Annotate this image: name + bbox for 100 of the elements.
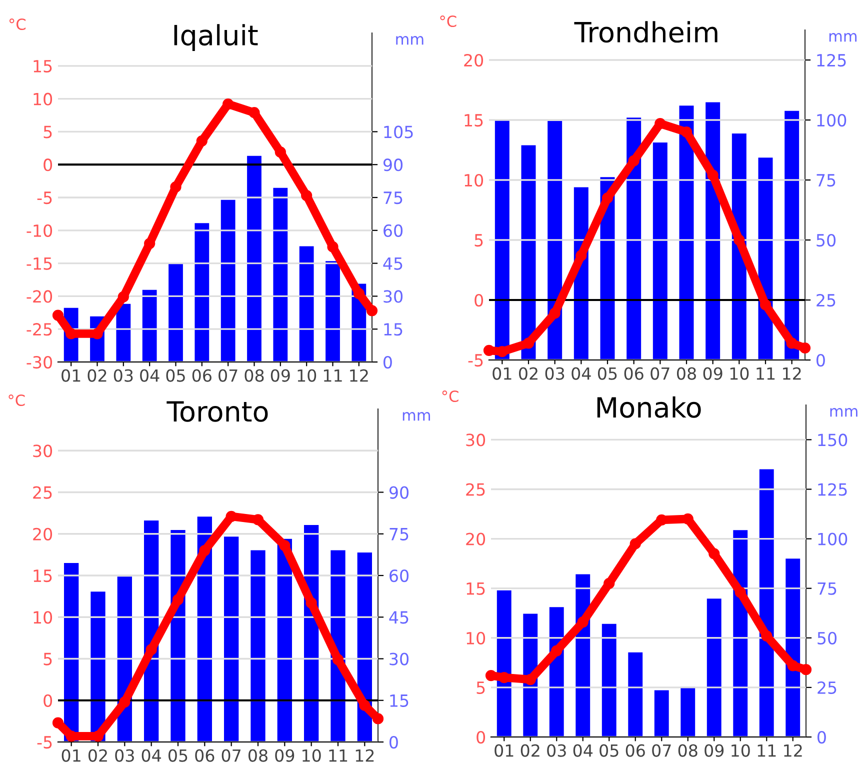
- bar: [197, 516, 212, 742]
- y2-tick-label: 100: [817, 114, 846, 127]
- point: [496, 346, 508, 358]
- x-tick-label: 10: [298, 369, 316, 382]
- point: [485, 670, 497, 682]
- chart-title: Trondheim: [574, 21, 718, 43]
- point: [332, 654, 344, 666]
- x-tick-label: 06: [626, 744, 645, 757]
- y-axis-title: °C: [442, 390, 458, 402]
- point: [551, 645, 562, 656]
- x-tick-label: 02: [88, 369, 106, 382]
- bar: [523, 614, 538, 737]
- y2-tick-label: 15: [384, 323, 402, 336]
- x-tick-label: 12: [350, 369, 368, 382]
- point: [498, 672, 510, 684]
- point: [372, 713, 384, 724]
- y2-tick-label: 30: [390, 652, 409, 666]
- y-tick-label: 10: [464, 174, 484, 187]
- y2-tick-label: 60: [384, 224, 403, 237]
- y2-tick-label: 75: [384, 192, 402, 204]
- y2-tick-label: 0: [818, 730, 826, 744]
- point: [630, 538, 641, 550]
- y-tick-label: 20: [466, 532, 486, 546]
- point: [602, 192, 614, 204]
- point: [800, 664, 812, 676]
- point: [734, 234, 745, 246]
- point: [359, 700, 370, 711]
- point: [761, 630, 772, 642]
- y-axis-title: °C: [8, 394, 25, 406]
- point: [52, 717, 64, 728]
- point: [549, 308, 560, 319]
- y2-tick-label: 90: [383, 158, 403, 172]
- y2-axis-title: mm: [402, 412, 430, 421]
- bar: [784, 110, 800, 360]
- bar: [679, 106, 694, 360]
- y-tick-label: 0: [44, 158, 52, 172]
- point: [576, 250, 587, 262]
- point: [680, 126, 692, 138]
- chart-title: Toronto: [166, 401, 268, 422]
- y2-axis-title: mm: [396, 36, 424, 45]
- bar: [168, 263, 183, 362]
- x-tick-label: 07: [218, 369, 238, 382]
- x-tick-label: 03: [114, 369, 133, 382]
- x-tick-label: 07: [652, 744, 671, 757]
- bar: [116, 304, 131, 362]
- y2-tick-label: 125: [817, 54, 846, 67]
- bar: [759, 469, 774, 737]
- y2-tick-label: 0: [816, 354, 825, 367]
- y-tick-label: -30: [26, 356, 52, 369]
- y-tick-label: 10: [34, 92, 52, 106]
- bar: [706, 598, 722, 737]
- point: [118, 291, 129, 302]
- bar: [548, 120, 562, 360]
- y-axis-title: °C: [9, 18, 26, 30]
- bar: [224, 536, 239, 742]
- y-tick-label: 15: [34, 60, 52, 72]
- y-tick-label: 20: [464, 54, 484, 67]
- y-tick-label: 5: [476, 682, 485, 694]
- point: [252, 514, 264, 526]
- y-tick-label: 0: [474, 294, 484, 307]
- y2-tick-label: 75: [816, 174, 836, 187]
- y-tick-label: 5: [474, 234, 483, 247]
- x-tick-label: 01: [62, 369, 80, 382]
- y2-tick-label: 25: [816, 294, 836, 307]
- x-tick-label: 03: [115, 749, 134, 762]
- x-tick-label: 08: [248, 749, 268, 762]
- y-tick-label: -5: [37, 192, 52, 204]
- y2-axis-title: mm: [830, 408, 858, 417]
- y2-tick-label: 45: [389, 611, 408, 624]
- x-tick-label: 05: [598, 367, 617, 380]
- point: [196, 135, 208, 146]
- bar: [357, 552, 372, 742]
- point: [306, 597, 317, 609]
- x-tick-label: 09: [270, 369, 290, 382]
- point: [524, 674, 536, 686]
- y-tick-label: 5: [44, 126, 52, 138]
- y2-axis-title: mm: [829, 33, 857, 42]
- point: [66, 730, 77, 742]
- y2-tick-label: 100: [818, 532, 848, 546]
- x-tick-label: 07: [222, 749, 241, 762]
- y-tick-label: 30: [466, 434, 486, 446]
- point: [146, 644, 157, 656]
- point: [353, 288, 364, 300]
- y-tick-label: 0: [44, 694, 52, 707]
- y2-tick-label: 15: [390, 694, 408, 707]
- bar: [326, 261, 340, 362]
- point: [604, 578, 615, 589]
- bar: [194, 223, 210, 362]
- bar: [277, 538, 292, 742]
- point: [248, 107, 260, 118]
- point: [170, 181, 182, 193]
- x-tick-label: 01: [494, 744, 514, 757]
- y-tick-label: 20: [33, 528, 52, 540]
- point: [172, 594, 184, 606]
- x-tick-label: 01: [492, 367, 512, 380]
- bar: [602, 624, 616, 737]
- x-tick-label: 08: [676, 367, 696, 380]
- y-tick-label: -15: [26, 257, 52, 270]
- x-tick-label: 04: [573, 744, 593, 757]
- bar: [733, 530, 748, 737]
